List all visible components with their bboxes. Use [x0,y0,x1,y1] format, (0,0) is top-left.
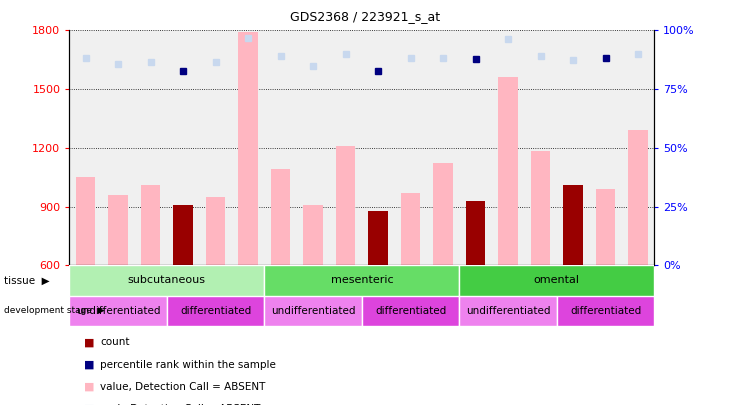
Bar [76,177,96,265]
Bar [238,32,258,265]
Bar [265,296,362,326]
Text: ■: ■ [84,382,94,392]
Text: undifferentiated: undifferentiated [466,306,550,316]
Bar [368,211,388,265]
Bar [173,205,193,265]
Bar [557,296,654,326]
Bar [69,265,265,296]
Bar [303,205,323,265]
Bar [531,151,550,265]
Text: ■: ■ [84,360,94,369]
Bar [596,189,616,265]
Text: mesenteric: mesenteric [330,275,393,286]
Text: development stage  ▶: development stage ▶ [4,306,105,315]
Text: value, Detection Call = ABSENT: value, Detection Call = ABSENT [100,382,265,392]
Text: undifferentiated: undifferentiated [271,306,355,316]
Text: subcutaneous: subcutaneous [128,275,206,286]
Bar [499,77,518,265]
Bar [141,185,160,265]
Bar [265,265,459,296]
Text: differentiated: differentiated [180,306,251,316]
Text: tissue  ▶: tissue ▶ [4,275,49,286]
Bar [459,265,654,296]
Bar [433,164,452,265]
Text: undifferentiated: undifferentiated [76,306,160,316]
Bar [69,296,167,326]
Bar [271,169,290,265]
Bar [362,296,459,326]
Text: differentiated: differentiated [375,306,446,316]
Bar [401,193,420,265]
Text: ■: ■ [84,337,94,347]
Bar [564,185,583,265]
Bar [206,197,225,265]
Text: omental: omental [534,275,580,286]
Text: GDS2368 / 223921_s_at: GDS2368 / 223921_s_at [290,10,441,23]
Bar [466,201,485,265]
Text: percentile rank within the sample: percentile rank within the sample [100,360,276,369]
Text: rank, Detection Call = ABSENT: rank, Detection Call = ABSENT [100,404,260,405]
Bar [167,296,265,326]
Text: count: count [100,337,129,347]
Bar [459,296,557,326]
Bar [336,146,355,265]
Bar [108,195,128,265]
Bar [628,130,648,265]
Text: differentiated: differentiated [570,306,641,316]
Text: ■: ■ [84,404,94,405]
